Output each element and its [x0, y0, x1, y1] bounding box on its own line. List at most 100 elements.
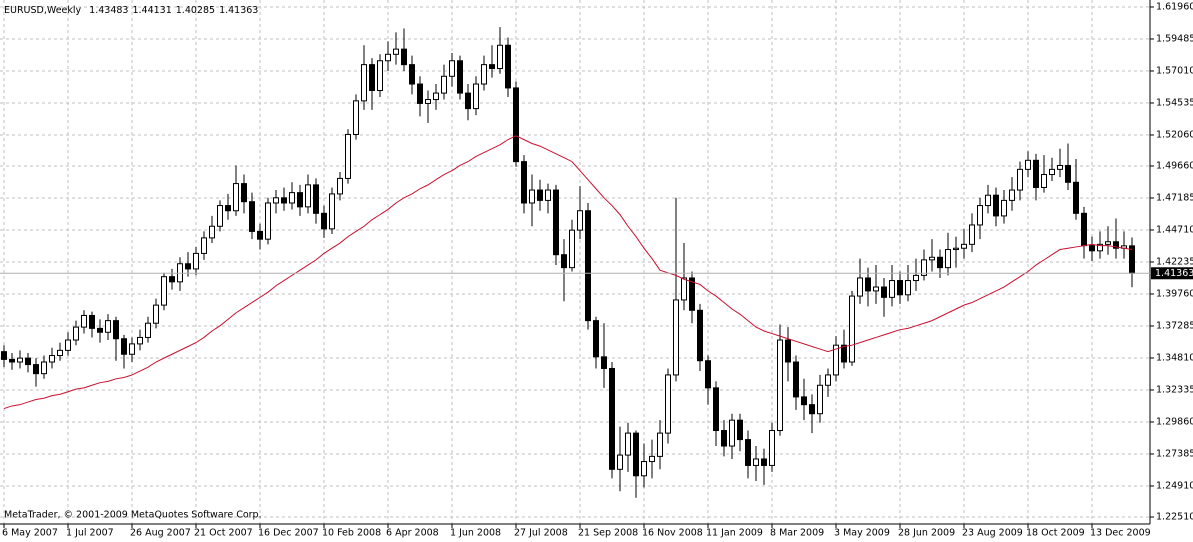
candle-body: [33, 364, 39, 375]
candle-body: [841, 344, 847, 363]
candle-body: [273, 197, 279, 204]
candle-body: [449, 60, 455, 77]
candle-body: [473, 83, 479, 110]
candle-body: [329, 193, 335, 230]
chart-header: EURUSD,Weekly 1.43483 1.44131 1.40285 1.4136…: [4, 5, 258, 16]
candle-body: [169, 276, 175, 283]
candle-body: [657, 432, 663, 457]
candle-body: [281, 197, 287, 204]
x-tick-label: 23 Aug 2009: [962, 528, 1023, 539]
candle-body: [313, 184, 319, 214]
candle-body: [809, 404, 815, 415]
candle-body: [1033, 159, 1039, 188]
candle-body: [1129, 245, 1135, 274]
candle-body: [465, 92, 471, 110]
y-tick-label: 1.27385: [1156, 448, 1193, 459]
x-tick-label: 26 Aug 2007: [130, 528, 191, 539]
candle-body: [521, 161, 527, 204]
candle-body: [777, 339, 783, 432]
candle-body: [665, 374, 671, 434]
candle-body: [1113, 241, 1119, 249]
x-tick-label: 3 May 2009: [834, 528, 890, 539]
candle-body: [737, 419, 743, 441]
header-open: 1.43483: [89, 5, 128, 16]
y-tick-label: 1.42235: [1156, 257, 1193, 268]
candle-body: [121, 338, 127, 355]
candle-body: [129, 343, 135, 355]
x-tick-label: 6 Apr 2008: [386, 528, 439, 539]
x-tick-label: 8 Mar 2009: [770, 528, 824, 539]
candle-body: [425, 99, 431, 104]
candle-body: [1097, 243, 1103, 252]
candle-body: [337, 177, 343, 195]
candle-body: [217, 205, 223, 227]
candle-body: [417, 83, 423, 104]
moving-average: [3, 135, 1133, 410]
candle-body: [793, 361, 799, 398]
candle-body: [113, 320, 119, 340]
candle-body: [577, 210, 583, 231]
candle-body: [593, 320, 599, 358]
x-tick-label: 11 Jan 2009: [706, 528, 763, 539]
candle-body: [401, 48, 407, 66]
candle-body: [529, 189, 535, 204]
candle-body: [385, 53, 391, 62]
candle-body: [705, 360, 711, 389]
candle-body: [641, 461, 647, 477]
candle-body: [513, 87, 519, 163]
y-tick-label: 1.52060: [1156, 129, 1193, 140]
candle-body: [305, 184, 311, 208]
x-tick-label: 16 Nov 2008: [642, 528, 703, 539]
y-tick-label: 1.59485: [1156, 33, 1193, 44]
candle-body: [193, 252, 199, 270]
y-tick-label: 1.22510: [1156, 512, 1193, 523]
candle-body: [297, 192, 303, 208]
candle-body: [929, 256, 935, 261]
candle-body: [713, 387, 719, 432]
candle-body: [201, 237, 207, 254]
header-high: 1.44131: [132, 5, 171, 16]
candle-body: [585, 210, 591, 322]
x-tick-label: 18 Oct 2009: [1026, 528, 1085, 539]
x-tick-label: 21 Sep 2008: [578, 528, 638, 539]
y-tick-label: 1.32335: [1156, 384, 1193, 395]
candle-body: [1049, 168, 1055, 176]
candle-body: [1073, 181, 1079, 214]
x-tick-label: 13 Dec 2009: [1090, 528, 1151, 539]
y-tick-label: 1.49660: [1156, 161, 1193, 172]
x-tick-label: 10 Feb 2008: [322, 528, 381, 539]
candle-body: [849, 295, 855, 363]
candle-body: [241, 183, 247, 203]
candle-body: [937, 256, 943, 269]
candle-body: [393, 48, 399, 55]
candle-body: [145, 322, 151, 338]
y-tick-label: 1.61960: [1156, 1, 1193, 12]
candle-body: [49, 355, 55, 363]
candle-body: [361, 64, 367, 102]
candle-body: [897, 280, 903, 296]
candle-body: [865, 277, 871, 292]
candle-body: [985, 194, 991, 207]
candle-body: [729, 419, 735, 447]
candle-body: [1001, 199, 1007, 217]
candle-body: [97, 327, 103, 333]
candle-body: [553, 189, 559, 256]
candle-body: [481, 64, 487, 85]
candle-body: [745, 439, 751, 466]
candle-body: [945, 249, 951, 269]
candle-body: [1065, 164, 1071, 183]
y-tick-label: 1.34810: [1156, 352, 1193, 363]
candle-body: [617, 454, 623, 470]
candle-body: [969, 224, 975, 245]
y-tick-label: 1.39760: [1156, 288, 1193, 299]
candle-body: [225, 205, 231, 212]
candle-body: [1081, 212, 1087, 247]
x-tick-label: 21 Oct 2007: [194, 528, 253, 539]
candle-body: [377, 60, 383, 92]
candle-body: [833, 344, 839, 376]
candle-body: [537, 189, 543, 201]
candle-body: [801, 396, 807, 406]
candle-body: [257, 230, 263, 240]
candle-body: [441, 75, 447, 94]
